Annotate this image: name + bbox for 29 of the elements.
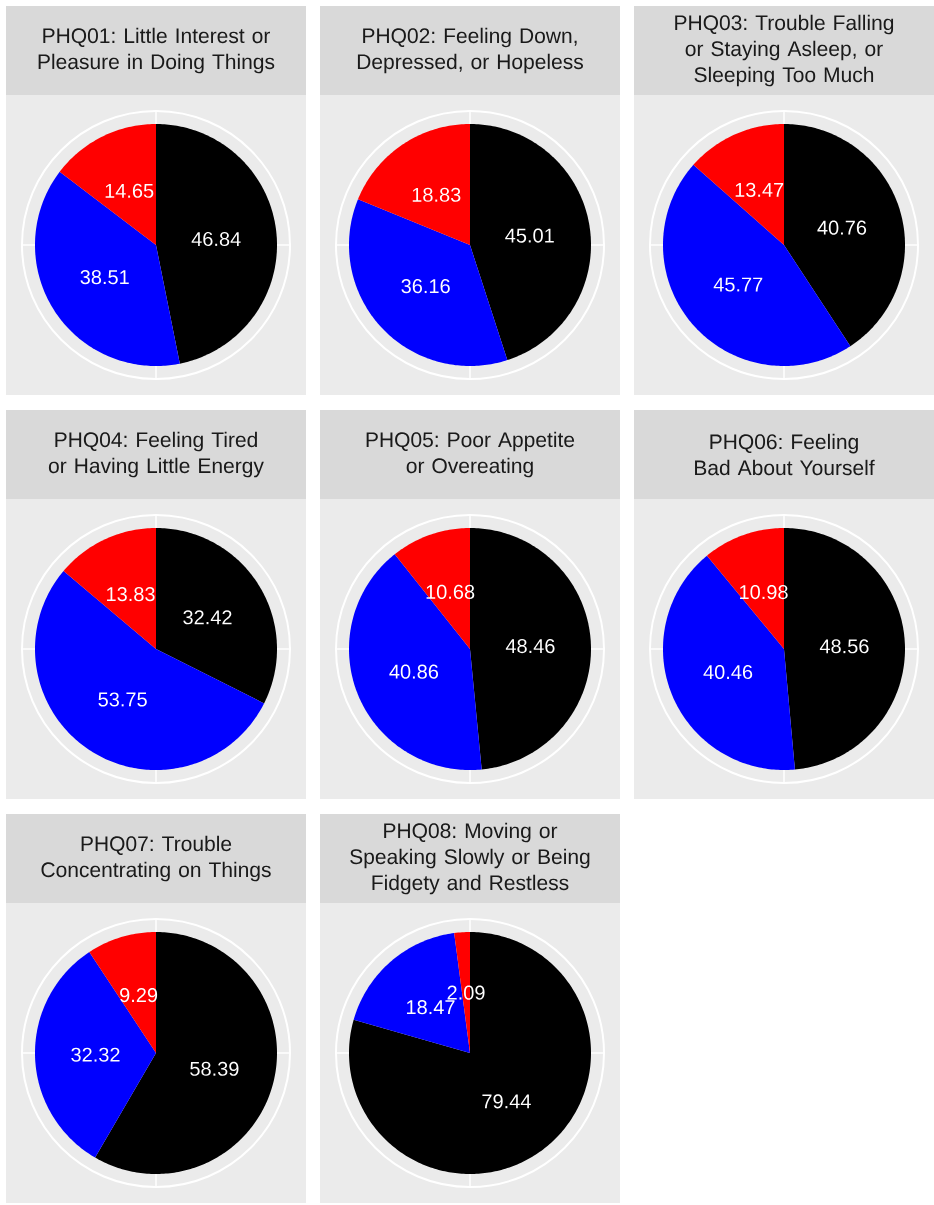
data-label: 48.56 — [819, 639, 869, 654]
chart-title: PHQ02: Feeling Down, Depressed, or Hopeless — [357, 27, 583, 74]
chart-title: PHQ05: Poor Appetite or Overeating — [366, 431, 575, 478]
chart-title: PHQ04: Feeling Tired or Having Little Energy — [48, 431, 264, 478]
data-label: 40.86 — [389, 664, 439, 679]
data-label: 40.46 — [703, 664, 753, 680]
data-label: 38.51 — [80, 270, 129, 285]
chart-title: PHQ03: Trouble Falling or Staying Asleep, or Sleeping Too Much — [675, 14, 894, 87]
chart-title: PHQ08: Moving or Speaking Slowly or Being Fidgety and Restless — [350, 822, 590, 895]
data-label: 79.44 — [482, 1094, 531, 1109]
data-label: 58.39 — [190, 1061, 239, 1076]
data-label: 40.76 — [817, 220, 867, 235]
data-label: 48.46 — [505, 639, 555, 654]
chart-title: PHQ06: Feeling Bad About Yourself — [695, 433, 875, 476]
chart-title: PHQ01: Little Interest or Pleasure in Doing Things — [38, 27, 275, 74]
data-label: 53.75 — [98, 692, 147, 707]
data-label: 32.42 — [183, 610, 232, 625]
data-label: 46.84 — [191, 231, 241, 247]
data-label: 45.01 — [505, 228, 554, 243]
data-label: 13.47 — [735, 182, 784, 197]
data-label: 18.83 — [412, 187, 461, 202]
data-label: 32.32 — [71, 1047, 120, 1062]
data-label: 2.09 — [447, 985, 485, 1000]
data-label: 36.16 — [401, 279, 450, 294]
data-label: 13.83 — [107, 587, 155, 602]
data-label: 45.77 — [713, 277, 763, 292]
chart-title: PHQ07: Trouble Concentrating on Things — [41, 835, 271, 882]
data-label: 18.47 — [406, 1000, 455, 1015]
data-label: 14.65 — [105, 183, 154, 198]
